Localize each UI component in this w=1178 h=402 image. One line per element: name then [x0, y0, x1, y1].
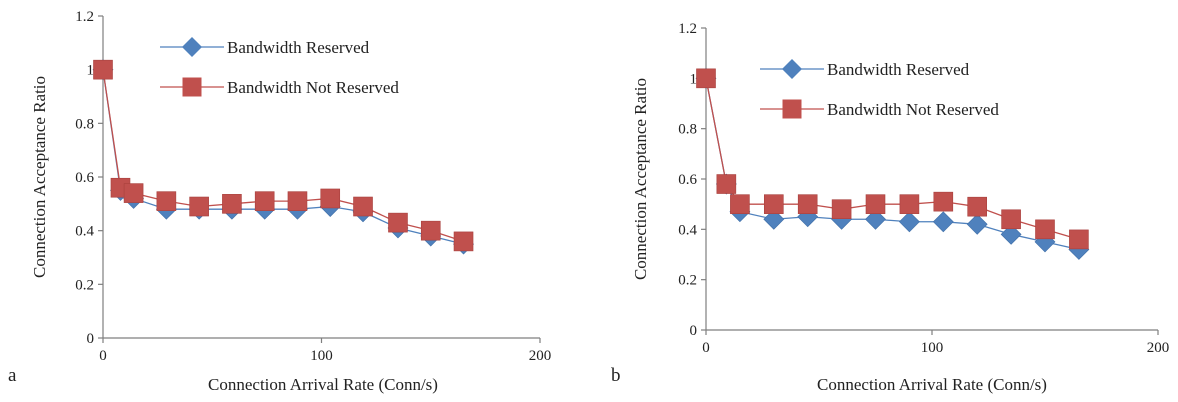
- square-marker: [1035, 219, 1055, 240]
- y-tick-label: 1.2: [678, 21, 697, 37]
- square-marker: [420, 220, 441, 241]
- square-marker: [899, 194, 920, 214]
- y-tick-label: 1.2: [75, 9, 94, 25]
- legend-label: Bandwidth Reserved: [227, 38, 370, 57]
- y-axis-label: Connection Acceptance Ratio: [30, 76, 49, 278]
- square-marker: [797, 194, 818, 214]
- square-marker: [123, 183, 144, 203]
- x-tick-label: 100: [921, 340, 944, 356]
- legend-entry: Bandwidth Reserved: [160, 37, 370, 57]
- legend-square-marker: [182, 77, 202, 97]
- legend-diamond-marker: [782, 59, 802, 79]
- legend-label: Bandwidth Reserved: [827, 60, 970, 79]
- x-axis-label: Connection Arrival Rate (Conn/s): [817, 375, 1047, 394]
- legend-square-marker: [782, 99, 802, 119]
- square-marker: [254, 191, 275, 211]
- square-marker: [696, 68, 716, 89]
- square-marker: [388, 212, 408, 233]
- y-tick-label: 0.4: [75, 224, 94, 240]
- square-marker: [730, 194, 750, 214]
- panel-letter: b: [611, 365, 621, 386]
- series-bandwidth-not-reserved: [93, 59, 474, 252]
- square-marker: [453, 231, 474, 252]
- chart-panel-b: 0 0.2 0.4 0.6 0.8 1 1.2 0 100 200 Connection Accep…: [611, 21, 1169, 394]
- y-tick-label: 1: [690, 71, 698, 87]
- square-marker: [1001, 209, 1021, 230]
- diamond-marker: [966, 213, 988, 235]
- legend-label: Bandwidth Not Reserved: [227, 78, 399, 97]
- x-tick-label: 100: [310, 348, 333, 364]
- y-tick-label: 0.8: [678, 122, 697, 138]
- square-marker: [763, 194, 784, 214]
- square-marker: [716, 174, 737, 194]
- series-bandwidth-reserved: [695, 67, 1090, 260]
- square-marker: [156, 191, 177, 211]
- square-marker: [189, 196, 209, 217]
- x-tick-label: 200: [1147, 340, 1170, 356]
- square-marker: [93, 59, 113, 80]
- square-marker: [320, 188, 341, 209]
- y-tick-label: 0.6: [678, 172, 697, 188]
- square-marker: [1069, 229, 1089, 250]
- square-marker: [287, 191, 308, 211]
- square-marker: [967, 196, 988, 217]
- y-tick-label: 0.8: [75, 116, 94, 132]
- square-marker: [353, 196, 373, 217]
- diamond-marker: [898, 211, 920, 233]
- diamond-marker: [865, 208, 886, 230]
- y-tick-label: 0.4: [678, 222, 697, 238]
- y-tick-label: 0.2: [75, 277, 94, 293]
- square-marker: [865, 194, 886, 214]
- y-tick-label: 1: [87, 63, 95, 79]
- legend-entry: Bandwidth Not Reserved: [160, 77, 399, 97]
- x-tick-label: 0: [99, 348, 107, 364]
- legend-diamond-marker: [182, 37, 202, 57]
- diamond-marker: [932, 211, 954, 233]
- x-tick-label: 0: [702, 340, 710, 356]
- y-tick-label: 0: [690, 323, 698, 339]
- x-tick-label: 200: [529, 348, 552, 364]
- y-tick-label: 0.2: [678, 273, 697, 289]
- chart-panel-a: 0 0.2 0.4 0.6 0.8 1 1.2 0 100 200 Connection Accep…: [8, 9, 551, 394]
- y-tick-label: 0.6: [75, 170, 94, 186]
- y-axis-label: Connection Acceptance Ratio: [631, 78, 650, 280]
- square-marker: [831, 199, 852, 219]
- x-axis-label: Connection Arrival Rate (Conn/s): [208, 375, 438, 394]
- legend-entry: Bandwidth Reserved: [760, 59, 970, 79]
- square-marker: [222, 194, 242, 214]
- legend-label: Bandwidth Not Reserved: [827, 100, 999, 119]
- series-bandwidth-not-reserved: [696, 68, 1089, 250]
- y-tick-label: 0: [87, 331, 95, 347]
- diamond-marker: [1000, 223, 1022, 245]
- square-marker: [933, 191, 954, 212]
- legend-entry: Bandwidth Not Reserved: [760, 99, 999, 119]
- diamond-marker: [763, 208, 785, 230]
- panel-letter: a: [8, 365, 17, 386]
